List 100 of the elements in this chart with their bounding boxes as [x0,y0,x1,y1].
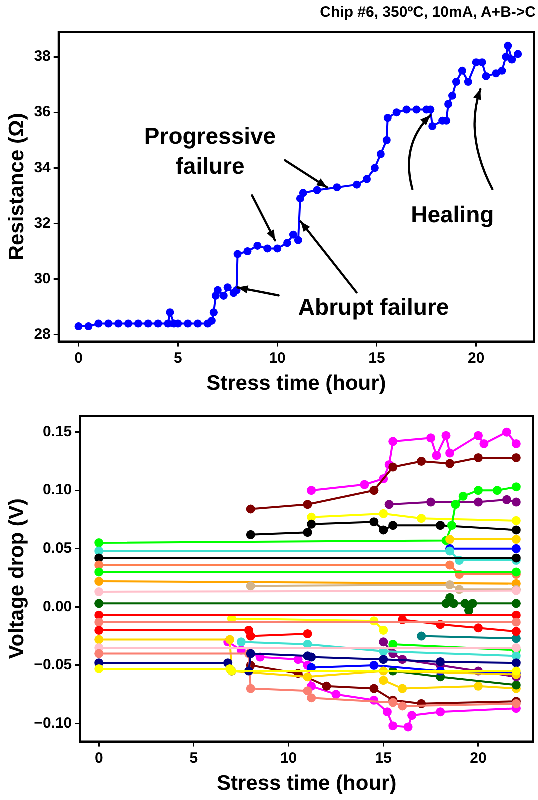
point [388,437,398,446]
point [404,722,413,732]
point [370,518,379,527]
point [512,643,521,652]
y-tick-label: 30 [34,270,51,288]
point [379,676,388,686]
annotation: Abrupt failure [298,294,450,320]
x-tick-label: 15 [375,750,392,767]
point [446,459,455,468]
y-tick-label: 34 [34,159,52,176]
point [442,431,451,440]
point [474,431,483,440]
point [398,684,408,694]
point [492,486,502,496]
point [426,498,436,507]
point [512,482,521,492]
point [512,627,521,636]
point [512,658,521,668]
point [388,462,398,472]
point [94,568,104,577]
point [332,690,341,700]
y-tick-label: 0.00 [42,598,72,616]
point [379,526,388,535]
point [388,521,398,530]
point [512,526,521,535]
x-tick-label: 10 [280,750,298,767]
point [512,498,521,507]
point [388,698,398,708]
point [94,635,104,644]
point [446,535,455,544]
point [417,456,426,466]
y-tick-label: 0.15 [42,423,72,440]
point [236,638,246,647]
x-tick-label: 10 [269,350,286,367]
point [512,453,521,462]
point [446,580,455,590]
point [458,492,468,501]
point [370,684,379,694]
y-tick-label: −0.10 [34,714,72,732]
point [322,682,332,691]
y-tick-label: 32 [34,214,51,232]
point [480,439,489,448]
y-tick-label: 28 [34,326,51,343]
chart-title: Chip #6, 350ºC, 10mA, A+B->C [320,4,536,22]
point [384,500,394,510]
point [474,453,483,462]
point [446,560,455,570]
point [303,528,312,538]
x-tick-label: 20 [470,750,487,767]
point [512,680,521,690]
point [226,635,235,644]
x-axis-title: Stress time (hour) [206,372,386,396]
point [94,599,104,608]
x-tick-label: 0 [94,750,104,767]
point [446,546,455,556]
point [432,451,442,460]
point [464,606,474,616]
x-tick-label: 20 [468,350,485,367]
annotation: Progressive failure [144,122,276,179]
point [246,504,256,514]
annotation: Healing [411,202,494,228]
point [512,554,521,563]
x-tick-label: 0 [74,350,83,367]
point [502,428,512,437]
point [436,521,446,530]
point [307,520,316,529]
point [360,480,370,490]
point [379,638,388,647]
point [474,498,483,507]
point [94,618,104,627]
x-tick-label: 5 [190,750,198,767]
point [388,722,398,731]
point [382,708,392,717]
point [408,711,417,720]
point [512,516,521,526]
point [246,684,256,694]
point [436,708,446,717]
point [379,626,388,635]
point [307,486,316,496]
point [303,629,312,638]
x-tick-label: 5 [174,350,182,367]
point [94,538,104,548]
point [417,514,426,524]
point [303,686,312,696]
point [502,495,512,504]
point [307,694,316,703]
point [94,577,104,586]
y-tick-label: 0.10 [42,482,72,499]
point [446,448,455,458]
point [303,500,312,510]
point [379,509,388,518]
y-tick-label: 0.05 [42,540,72,558]
point [398,702,408,711]
point [370,660,379,670]
point [474,624,483,633]
y-tick-label: 38 [34,48,51,66]
point [94,664,104,674]
point [512,666,521,676]
point [426,434,436,443]
point [512,568,521,577]
